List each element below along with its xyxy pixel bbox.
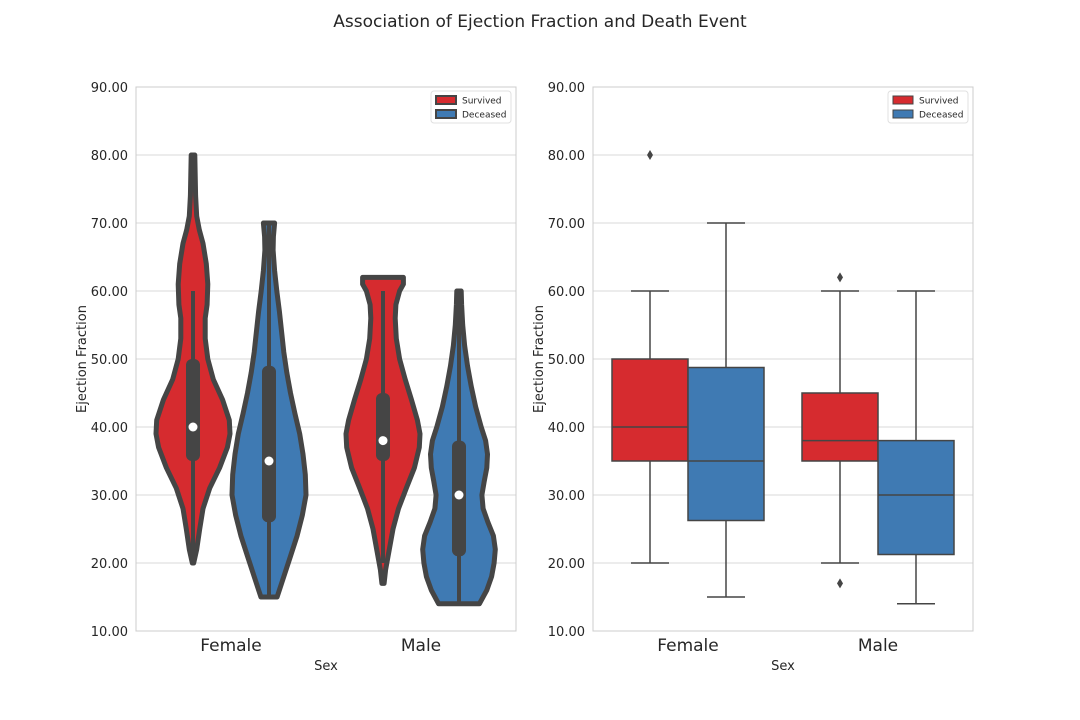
- chart-suptitle: Association of Ejection Fraction and Dea…: [333, 12, 747, 32]
- y-tick-label: 80.00: [548, 149, 585, 164]
- legend-label-survived: Survived: [462, 97, 502, 107]
- box-survived-male: [801, 392, 879, 462]
- legend-swatch-deceased: [892, 109, 914, 119]
- y-tick-label: 90.00: [91, 81, 128, 96]
- y-tick-label: 60.00: [548, 285, 585, 300]
- box-survived-female: [611, 358, 689, 462]
- legend: Survived Deceased: [887, 90, 969, 124]
- x-axis-label: Sex: [771, 659, 795, 674]
- y-axis-label: Ejection Fraction: [75, 305, 90, 413]
- y-tick-label: 40.00: [548, 421, 585, 436]
- box-outlier-survived-female: [647, 150, 653, 160]
- y-tick-label: 70.00: [548, 217, 585, 232]
- box-deceased-male: [877, 439, 955, 556]
- violin-median-survived-female: [188, 422, 198, 432]
- x-tick-label-male: Male: [401, 636, 441, 656]
- y-tick-label: 90.00: [548, 81, 585, 96]
- axes-frame: [592, 86, 974, 632]
- legend-swatch-survived: [892, 95, 914, 105]
- violin-median-deceased-male: [454, 490, 464, 500]
- legend-label-deceased: Deceased: [919, 111, 963, 121]
- violin-median-survived-male: [378, 436, 388, 446]
- axes-panel-2: 10.00 20.00 30.00 40.00 50.00 60.00 70.00 80.00…: [532, 81, 974, 674]
- y-tick-label: 40.00: [91, 421, 128, 436]
- y-tick-label: 60.00: [91, 285, 128, 300]
- y-tick-label: 10.00: [91, 625, 128, 640]
- box-deceased-female: [687, 366, 765, 522]
- box-outlier-survived-male: [837, 272, 843, 283]
- y-tick-label: 10.00: [548, 625, 585, 640]
- violin-iqr-deceased-female: [262, 365, 276, 523]
- violin-median-deceased-female: [264, 456, 274, 466]
- x-axis-label: Sex: [314, 659, 338, 674]
- y-tick-label: 50.00: [548, 353, 585, 368]
- y-tick-label: 30.00: [91, 489, 128, 504]
- y-axis-label: Ejection Fraction: [532, 305, 547, 413]
- legend: Survived Deceased: [430, 90, 512, 124]
- box-outlier-survived-male: [837, 578, 843, 589]
- y-tick-label: 80.00: [91, 149, 128, 164]
- y-tick-label: 70.00: [91, 217, 128, 232]
- y-tick-label: 20.00: [91, 557, 128, 572]
- violin-iqr-survived-female: [186, 359, 200, 461]
- y-tick-label: 30.00: [548, 489, 585, 504]
- y-tick-label: 50.00: [91, 353, 128, 368]
- legend-label-deceased: Deceased: [462, 111, 506, 121]
- legend-swatch-survived: [435, 95, 457, 105]
- x-tick-label-female: Female: [200, 636, 261, 656]
- axes-panel-1: 10.00 20.00 30.00 40.00 50.00 60.00 70.00 80.00…: [75, 81, 517, 674]
- x-tick-label-male: Male: [858, 636, 898, 656]
- axes-frame: [135, 86, 517, 632]
- x-tick-label-female: Female: [657, 636, 718, 656]
- legend-swatch-deceased: [435, 109, 457, 119]
- y-tick-label: 20.00: [548, 557, 585, 572]
- violin-iqr-survived-male: [376, 393, 390, 461]
- legend-label-survived: Survived: [919, 97, 959, 107]
